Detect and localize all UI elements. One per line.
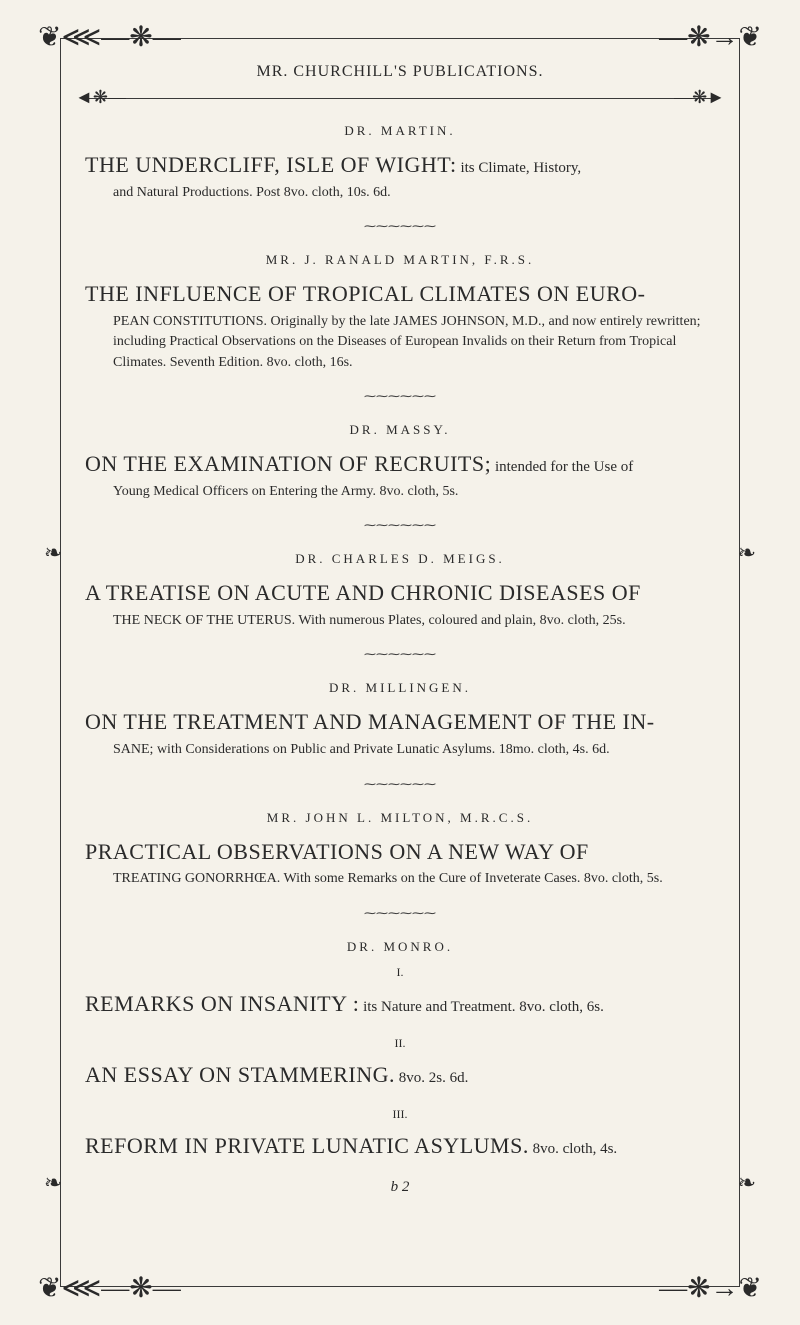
entry-body: 8vo. cloth, 4s. [533, 1141, 618, 1157]
header-rule: ◄❋— —❋► [85, 91, 715, 105]
entry-practical-observations: PRACTICAL OBSERVATIONS ON A NEW WAY OF T… [85, 836, 715, 890]
signature-mark: b 2 [85, 1179, 715, 1196]
roman-numeral-3: III. [85, 1107, 715, 1122]
divider-squiggle: ⁓⁓⁓⁓⁓⁓ [85, 906, 715, 921]
entry-sub: Young Medical Officers on Entering the A… [113, 482, 715, 502]
author-meigs: DR. CHARLES D. MEIGS. [85, 551, 715, 567]
entry-sub: PEAN CONSTITUTIONS. Originally by the la… [113, 312, 715, 373]
entry-title: THE UNDERCLIFF, ISLE OF WIGHT: [85, 152, 457, 177]
running-title: MR. CHURCHILL'S PUBLICATIONS. [85, 63, 715, 81]
ornament-bottom-left: ❦⋘—❋— [38, 1275, 181, 1303]
author-millingen: DR. MILLINGEN. [85, 680, 715, 696]
entry-remarks-insanity: REMARKS ON INSANITY : its Nature and Tre… [85, 988, 715, 1020]
author-ranald-martin: MR. J. RANALD MARTIN, F.R.S. [85, 252, 715, 268]
author-massy: DR. MASSY. [85, 422, 715, 438]
entry-sub: SANE; with Considerations on Public and … [113, 740, 715, 760]
entry-tropical-climates: THE INFLUENCE OF TROPICAL CLIMATES ON EU… [85, 278, 715, 373]
entry-essay-stammering: AN ESSAY ON STAMMERING. 8vo. 2s. 6d. [85, 1059, 715, 1091]
entry-sub: and Natural Productions. Post 8vo. cloth… [113, 183, 715, 203]
entry-reform-asylums: REFORM IN PRIVATE LUNATIC ASYLUMS. 8vo. … [85, 1130, 715, 1162]
entry-title: THE INFLUENCE OF TROPICAL CLIMATES ON EU… [85, 281, 646, 306]
divider-squiggle: ⁓⁓⁓⁓⁓⁓ [85, 389, 715, 404]
roman-numeral-1: I. [85, 965, 715, 980]
entry-title: PRACTICAL OBSERVATIONS ON A NEW WAY OF [85, 839, 589, 864]
author-martin: DR. MARTIN. [85, 123, 715, 139]
page-content: MR. CHURCHILL'S PUBLICATIONS. ◄❋— —❋► DR… [55, 30, 745, 1206]
divider-squiggle: ⁓⁓⁓⁓⁓⁓ [85, 777, 715, 792]
entry-title: REMARKS ON INSANITY : [85, 991, 359, 1016]
rule-ornament-left: ◄❋— [75, 87, 126, 108]
entry-body: its Climate, History, [460, 160, 581, 176]
entry-sub: TREATING GONORRHŒA. With some Remarks on… [113, 869, 715, 889]
entry-body: 8vo. 2s. 6d. [399, 1070, 469, 1086]
entry-treatise-diseases: A TREATISE ON ACUTE AND CHRONIC DISEASES… [85, 577, 715, 631]
entry-body: intended for the Use of [495, 459, 633, 475]
entry-body: its Nature and Treatment. 8vo. cloth, 6s… [363, 999, 604, 1015]
entry-title: AN ESSAY ON STAMMERING. [85, 1062, 395, 1087]
divider-squiggle: ⁓⁓⁓⁓⁓⁓ [85, 219, 715, 234]
ornament-bottom-right: —❋→❦ [659, 1275, 762, 1303]
entry-title: A TREATISE ON ACUTE AND CHRONIC DISEASES… [85, 580, 641, 605]
divider-squiggle: ⁓⁓⁓⁓⁓⁓ [85, 647, 715, 662]
entry-recruits: ON THE EXAMINATION OF RECRUITS; intended… [85, 448, 715, 502]
entry-undercliff: THE UNDERCLIFF, ISLE OF WIGHT: its Clima… [85, 149, 715, 203]
entry-treatment-insane: ON THE TREATMENT AND MANAGEMENT OF THE I… [85, 706, 715, 760]
rule-ornament-right: —❋► [674, 87, 725, 108]
author-monro: DR. MONRO. [85, 939, 715, 955]
divider-squiggle: ⁓⁓⁓⁓⁓⁓ [85, 518, 715, 533]
entry-title: ON THE TREATMENT AND MANAGEMENT OF THE I… [85, 709, 655, 734]
roman-numeral-2: II. [85, 1036, 715, 1051]
author-milton: MR. JOHN L. MILTON, M.R.C.S. [85, 810, 715, 826]
entry-sub: THE NECK OF THE UTERUS. With numerous Pl… [113, 611, 715, 631]
entry-title: REFORM IN PRIVATE LUNATIC ASYLUMS. [85, 1133, 529, 1158]
entry-title: ON THE EXAMINATION OF RECRUITS; [85, 451, 491, 476]
